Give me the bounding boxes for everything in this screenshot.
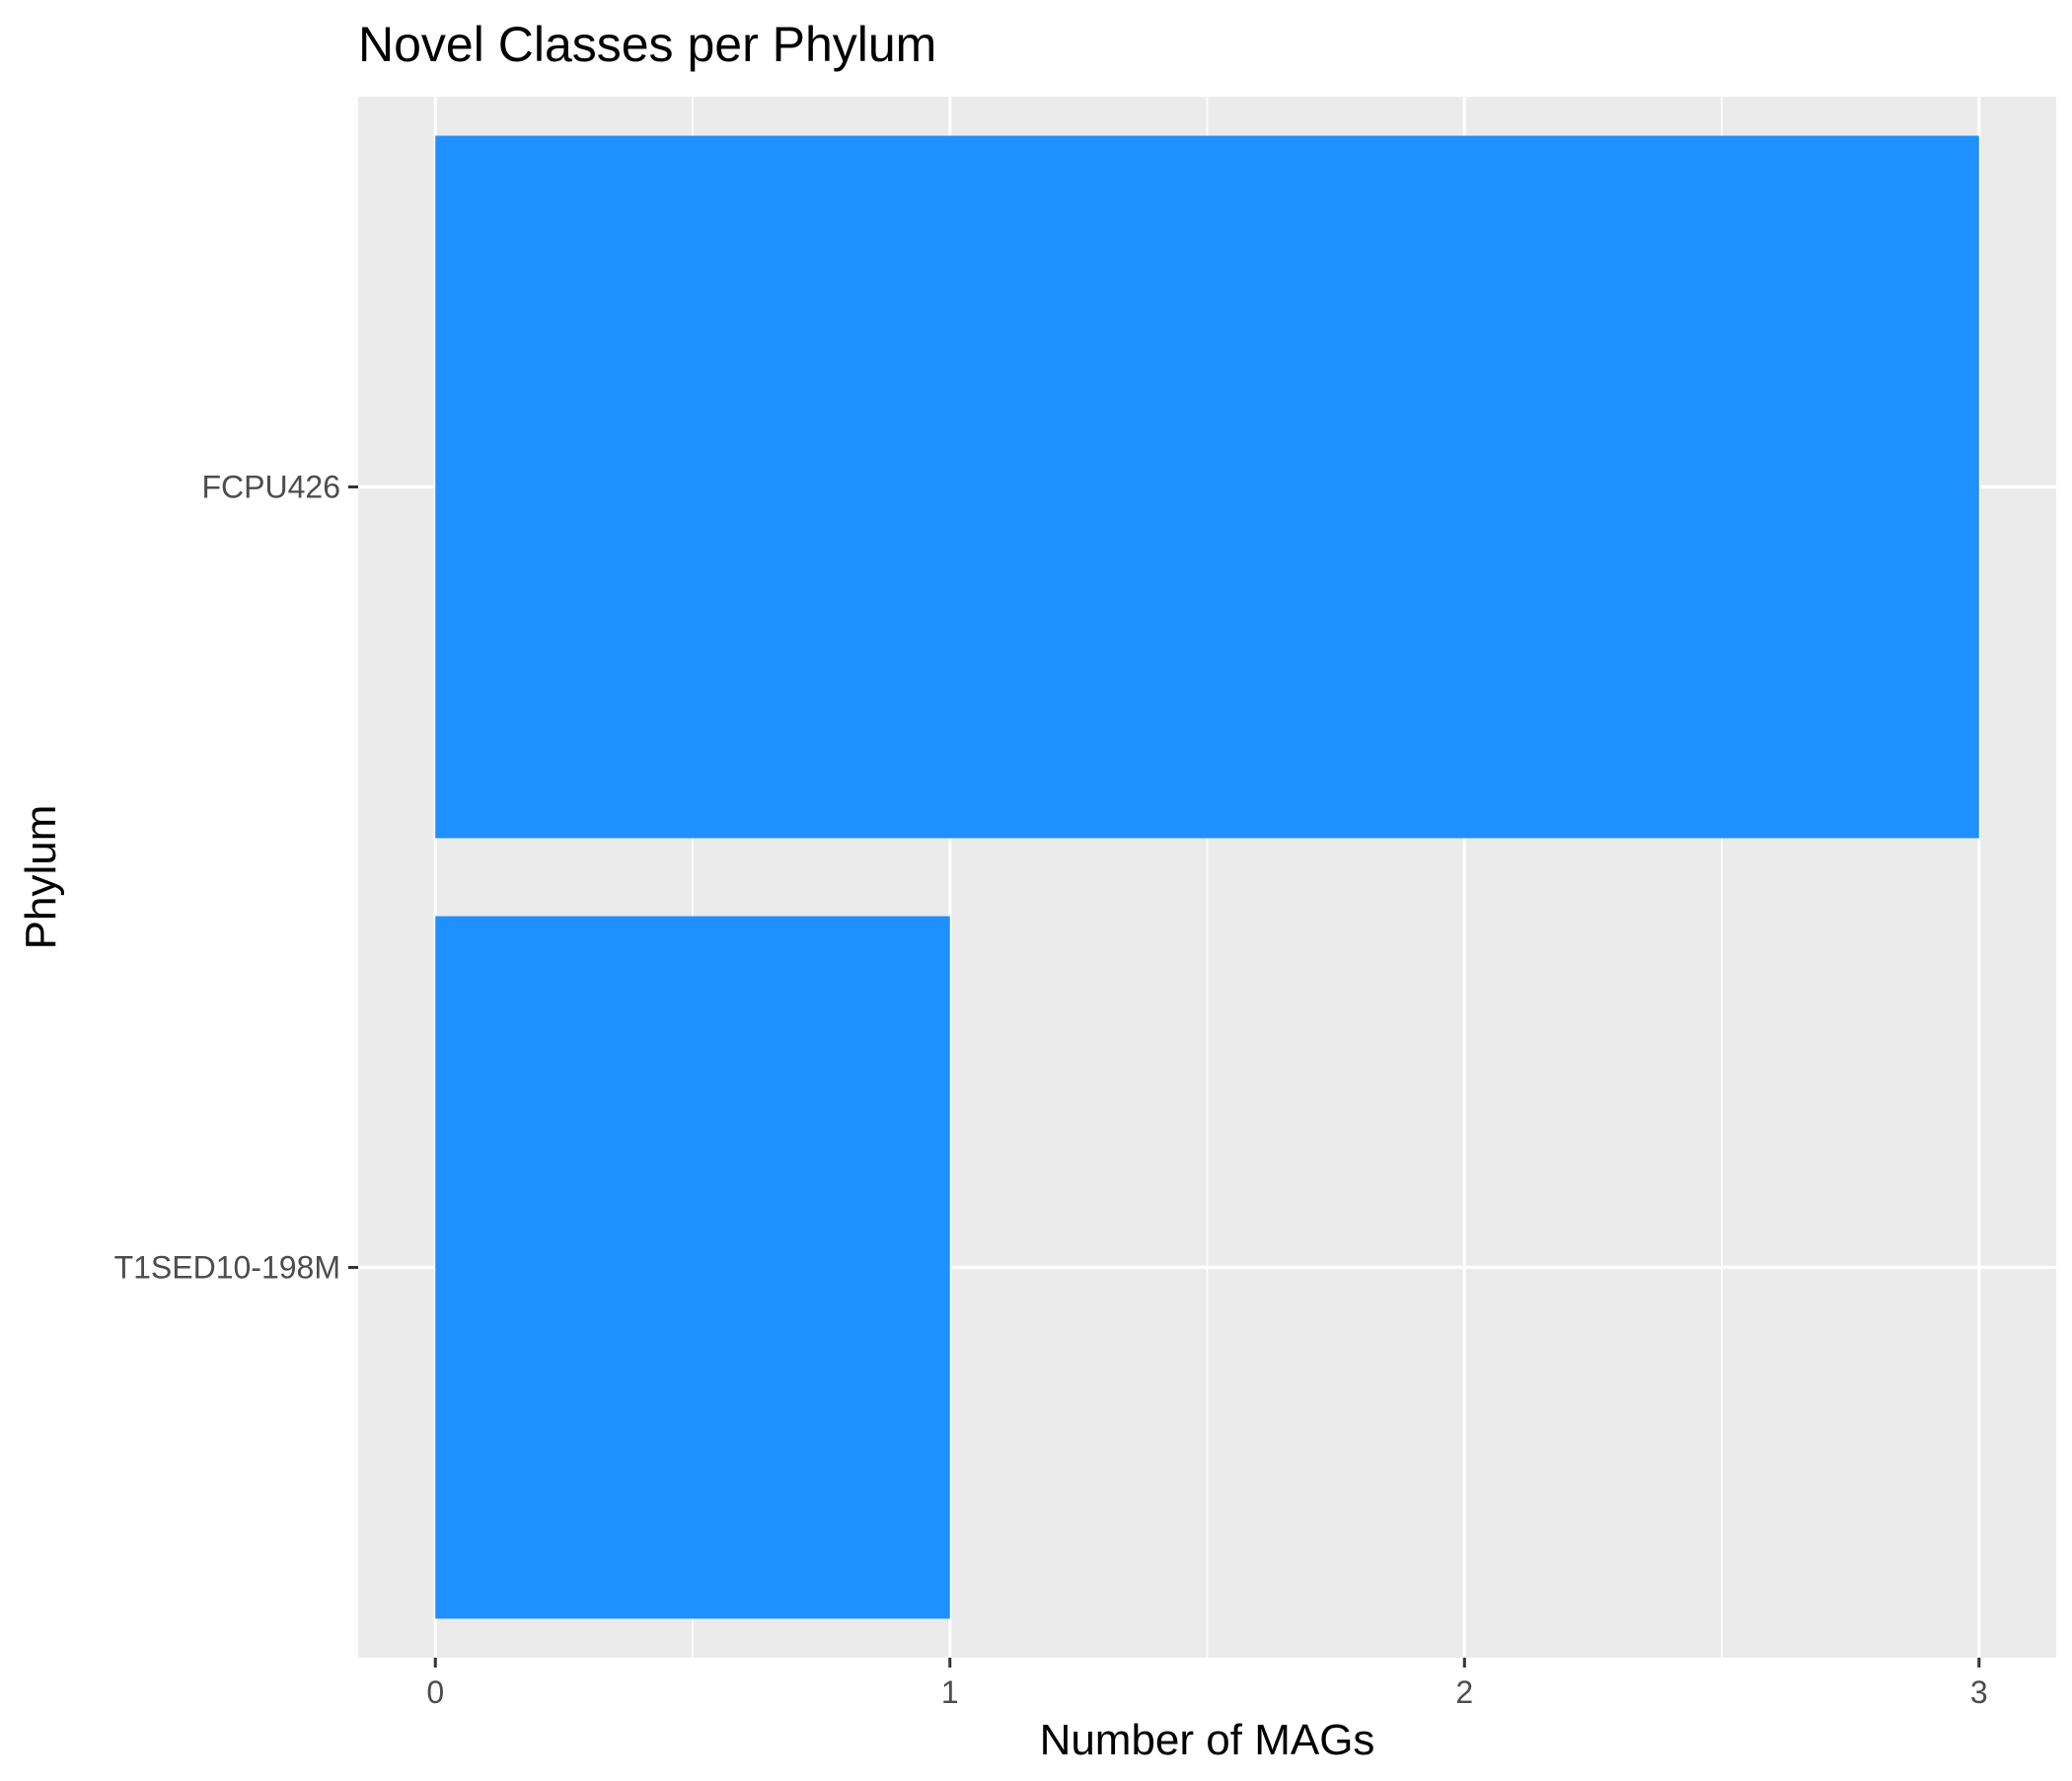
x-tick-label: 1 [941,1674,959,1710]
bar-fcpu426 [435,135,1979,839]
x-axis-title: Number of MAGs [1040,1716,1375,1764]
axis-ticks: 0 1 2 3 FCPU426 T1SED10-198M [114,470,1988,1711]
bars [435,135,1979,1619]
bar-t1sed10-198m [435,916,950,1619]
y-tick-label: T1SED10-198M [114,1250,340,1286]
y-axis-title: Phylum [17,805,65,950]
x-tick-label: 2 [1455,1674,1473,1710]
x-tick-label: 0 [426,1674,444,1710]
y-tick-label: FCPU426 [202,470,341,505]
chart-title: Novel Classes per Phylum [358,17,936,72]
x-tick-label: 3 [1970,1674,1988,1710]
